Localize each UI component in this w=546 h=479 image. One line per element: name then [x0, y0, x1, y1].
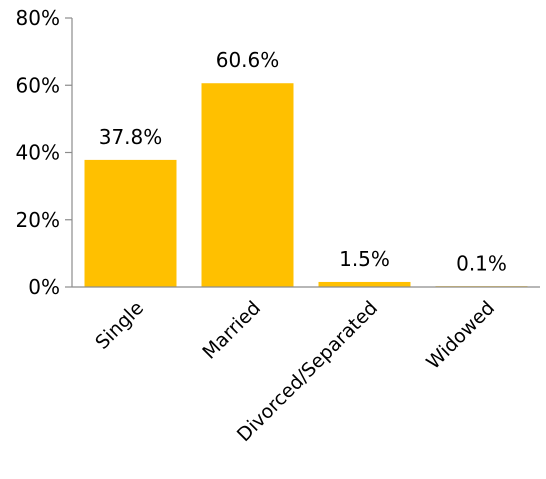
data-label: 0.1%: [456, 252, 507, 276]
x-tick-label: Married: [198, 297, 265, 364]
x-tick-label: Single: [91, 297, 148, 354]
data-label: 60.6%: [216, 48, 280, 72]
bar: [201, 83, 294, 287]
y-tick-label: 80%: [16, 6, 60, 30]
y-tick-label: 40%: [16, 141, 60, 165]
data-label: 37.8%: [99, 125, 163, 149]
y-tick-label: 0%: [28, 275, 60, 299]
bar: [318, 281, 411, 287]
bar: [84, 159, 177, 287]
y-axis: 0% 20% 40% 60% 80%: [16, 6, 73, 299]
y-tick-label: 20%: [16, 208, 60, 232]
x-tick-label: Widowed: [422, 297, 499, 374]
data-labels: 37.8% 60.6% 1.5% 0.1%: [99, 48, 507, 275]
data-label: 1.5%: [339, 247, 390, 271]
y-tick-label: 60%: [16, 73, 60, 97]
